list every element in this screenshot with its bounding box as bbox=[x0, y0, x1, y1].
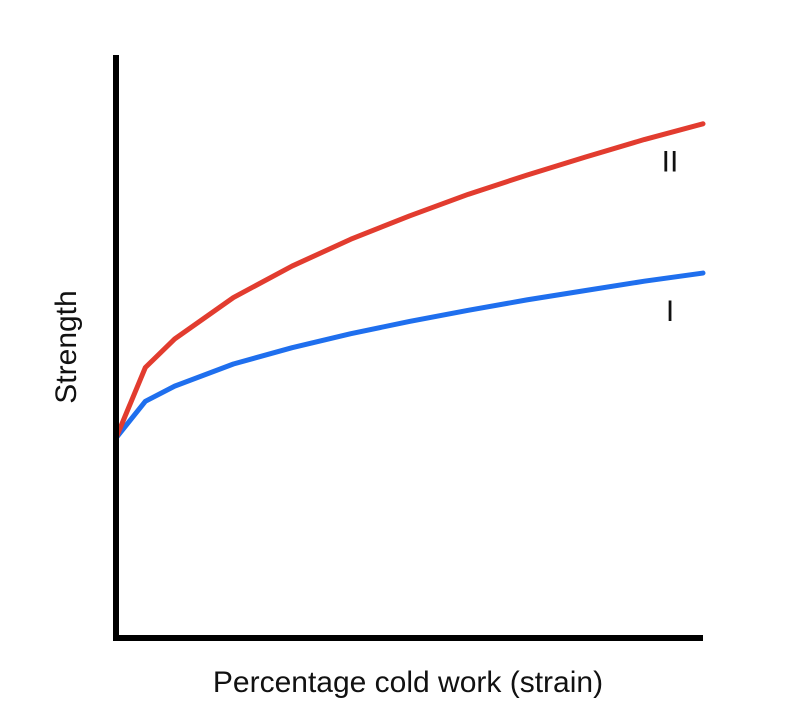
series-line bbox=[113, 270, 706, 441]
series-label: I bbox=[666, 295, 674, 328]
series-label: II bbox=[662, 146, 679, 179]
y-axis-label: Strength bbox=[50, 290, 83, 403]
x-axis-label: Percentage cold work (strain) bbox=[213, 666, 603, 699]
series-line bbox=[113, 121, 706, 441]
